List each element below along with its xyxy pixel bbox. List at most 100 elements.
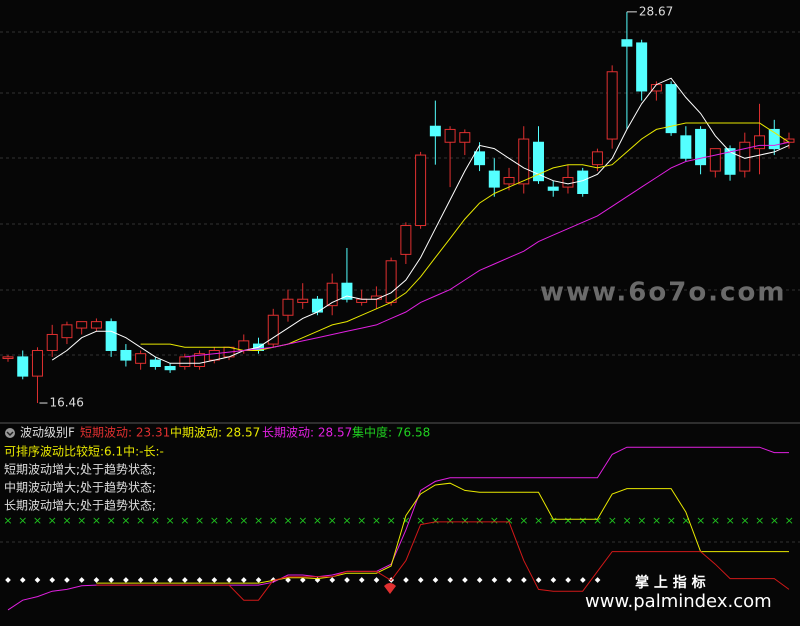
signal-cross: × <box>475 514 484 527</box>
candle-body <box>650 84 662 92</box>
signal-diamond <box>93 577 100 583</box>
header-items: 短期波动: 23.31 中期波动: 28.57 长期波动: 28.57 集中度: 76… <box>80 425 430 440</box>
candle-body <box>194 353 206 367</box>
candle-body <box>606 71 618 140</box>
signal-cross: × <box>269 514 278 527</box>
signal-cross: × <box>652 514 661 527</box>
candle-body <box>208 349 220 361</box>
candle-body <box>444 128 456 143</box>
signal-diamond <box>64 577 70 583</box>
signal-diamond <box>255 577 262 583</box>
signal-diamond <box>491 577 498 583</box>
brand-url: www.palmindex.com <box>585 591 772 612</box>
candle-body <box>149 359 161 367</box>
moving-average <box>51 77 790 364</box>
candle-body <box>356 298 368 303</box>
signal-cross: × <box>667 514 676 527</box>
signal-diamond <box>550 577 557 583</box>
candle-body <box>591 151 603 166</box>
signal-cross: × <box>107 514 116 527</box>
signal-diamond <box>344 577 350 583</box>
candle-body <box>46 333 58 351</box>
signal-cross: × <box>446 514 455 527</box>
signal-cross: × <box>549 514 558 527</box>
signal-cross: × <box>578 514 587 527</box>
candle-body <box>724 148 736 175</box>
signal-cross: × <box>519 514 528 527</box>
candle-body <box>179 356 191 367</box>
signal-cross: × <box>681 514 690 527</box>
signal-cross: × <box>696 514 705 527</box>
header-item: 短期波动: 23.31 <box>80 426 170 440</box>
candle-body <box>768 128 780 150</box>
candle-body <box>31 349 43 377</box>
signal-diamond <box>521 577 527 583</box>
candle-body <box>680 135 692 159</box>
info-line: 短期波动增大;处于趋势状态; <box>4 463 156 477</box>
signal-cross: × <box>62 514 71 527</box>
candle-body <box>695 128 707 166</box>
candle-body <box>429 125 441 137</box>
candle-body <box>76 321 88 329</box>
watermark: www.6o7o.com <box>540 278 786 308</box>
candle-body <box>135 353 147 364</box>
indicator-line <box>96 521 790 601</box>
brand: 掌 上 指 标 <box>635 574 706 591</box>
signal-diamond <box>447 577 454 583</box>
header-item: 长期波动: 28.57 <box>262 426 352 440</box>
signal-diamond <box>285 577 291 583</box>
signal-diamond <box>373 577 380 583</box>
signal-cross: × <box>593 514 602 527</box>
signal-diamond <box>137 577 144 583</box>
signal-cross: × <box>490 514 499 527</box>
signal-diamond <box>299 577 306 583</box>
signal-cross: × <box>180 514 189 527</box>
indicator-title: 波动级别F <box>20 426 75 440</box>
candle-body <box>488 170 500 188</box>
signal-cross: × <box>328 514 337 527</box>
signal-cross: × <box>136 514 145 527</box>
signal-cross: × <box>195 514 204 527</box>
signal-cross: × <box>534 514 543 527</box>
signal-cross: × <box>740 514 749 527</box>
candle-body <box>105 321 117 351</box>
candle-body <box>400 225 412 255</box>
signal-diamond <box>49 577 56 583</box>
candle-body <box>267 314 279 345</box>
candle-body <box>621 39 633 47</box>
signal-diamond <box>358 577 365 583</box>
candle-body <box>665 84 677 134</box>
signal-diamond <box>535 577 542 583</box>
signal-cross: × <box>416 514 425 527</box>
candle-body <box>61 324 73 339</box>
candle-body <box>385 260 397 303</box>
moving-average <box>140 122 790 351</box>
signal-diamond <box>476 577 483 583</box>
signal-diamond <box>403 577 409 583</box>
signal-diamond <box>417 577 424 583</box>
info-line: 中期波动增大;处于趋势状态; <box>4 480 156 495</box>
signal-cross: × <box>210 514 219 527</box>
signal-cross: × <box>342 514 351 527</box>
signal-cross: × <box>372 514 381 527</box>
signal-diamond <box>432 577 439 583</box>
signal-cross: × <box>224 514 233 527</box>
header-item: 集中度: 76.58 <box>352 425 430 440</box>
candle-body <box>532 141 544 182</box>
signal-cross: × <box>564 514 573 527</box>
signal-cross: × <box>313 514 322 527</box>
collapse-icon[interactable] <box>5 428 15 438</box>
info-lines: 可排序波动比较短:6.1中:-长:- 短期波动增大;处于趋势状态; 中期波动增大;处… <box>4 444 164 513</box>
annotation-label: 28.67 <box>639 4 673 18</box>
signal-diamond <box>167 577 173 583</box>
signal-cross: × <box>357 514 366 527</box>
signal-cross: × <box>608 514 617 527</box>
signal-diamond <box>565 577 571 583</box>
signal-diamond <box>19 577 26 583</box>
signal-diamond <box>329 577 336 583</box>
candle-body <box>518 138 530 185</box>
signal-cross: × <box>622 514 631 527</box>
moving-average <box>184 141 790 358</box>
candle-body <box>2 356 14 359</box>
